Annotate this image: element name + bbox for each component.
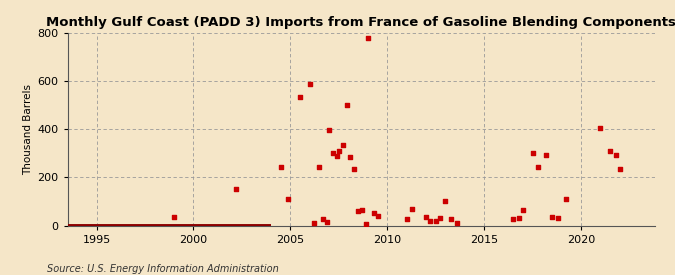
Point (353, 209, 364, 213)
Point (440, 199, 451, 204)
Point (322, 220, 333, 224)
Point (595, 126, 606, 130)
Point (452, 221, 462, 225)
Point (614, 167, 625, 171)
Point (341, 103, 352, 107)
Y-axis label: Thousand Barrels: Thousand Barrels (23, 84, 33, 175)
Point (605, 149, 616, 153)
Point (527, 151, 538, 155)
Point (333, 149, 344, 153)
Point (304, 81, 315, 86)
Point (324, 128, 335, 133)
Point (331, 153, 342, 158)
Point (231, 187, 242, 192)
Point (345, 155, 356, 159)
Point (372, 214, 383, 218)
Point (349, 167, 360, 171)
Point (327, 151, 338, 155)
Title: Monthly Gulf Coast (PADD 3) Imports from France of Gasoline Blending Components: Monthly Gulf Coast (PADD 3) Imports from… (46, 16, 675, 29)
Point (295, 95, 306, 99)
Point (518, 208, 529, 212)
Point (552, 216, 563, 221)
Point (283, 197, 294, 201)
Point (369, 211, 379, 216)
Point (533, 164, 544, 169)
Point (514, 216, 524, 221)
Point (308, 221, 319, 225)
Point (275, 164, 286, 169)
Point (431, 218, 441, 223)
Point (421, 215, 431, 219)
Point (547, 215, 558, 219)
Point (401, 217, 412, 222)
Point (541, 152, 551, 157)
Point (611, 152, 622, 157)
Point (560, 197, 571, 201)
Point (314, 164, 325, 169)
Point (318, 217, 329, 222)
Point (360, 222, 371, 227)
Point (508, 217, 518, 222)
Point (356, 208, 367, 212)
Point (425, 218, 435, 223)
Point (407, 207, 418, 211)
Point (338, 143, 348, 147)
Point (362, 35, 373, 40)
Point (434, 216, 445, 221)
Text: Source: U.S. Energy Information Administration: Source: U.S. Energy Information Administ… (47, 264, 279, 274)
Point (446, 217, 457, 222)
Point (169, 215, 180, 219)
